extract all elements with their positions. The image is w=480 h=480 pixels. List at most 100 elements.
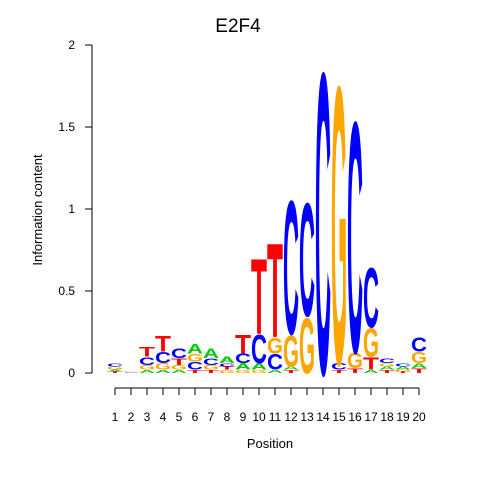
logo-letter-C-pos-11: C [267, 350, 283, 375]
logo-letter-C-pos-7: C [203, 357, 219, 367]
x-tick-label: 16 [348, 410, 362, 424]
x-tick-label: 20 [412, 410, 426, 424]
logo-letter-A-pos-11: A [267, 369, 284, 374]
x-tick-label: 7 [208, 410, 215, 424]
y-axis-label: Information content [30, 154, 45, 266]
logo-letter-T-pos-4: T [155, 332, 171, 357]
logo-letter-A-pos-9: A [235, 362, 251, 372]
logo-letter-T-pos-18: T [379, 369, 396, 374]
logo-letter-G-pos-4: G [155, 362, 171, 372]
logo-letter-C-pos-15: C [331, 362, 347, 372]
logo-letter-G-pos-15: G [331, 3, 347, 448]
x-tick-label: 6 [192, 410, 199, 424]
logo-letter-T-pos-7: T [203, 369, 220, 374]
y-axis: 0 0.5 1 1.5 2 [58, 38, 93, 380]
logo-letter-T-pos-12: T [283, 369, 300, 374]
x-tick-label: 17 [364, 410, 378, 424]
y-tick-label: 0.5 [58, 284, 75, 298]
logo-letter-C-pos-19: C [395, 363, 412, 368]
logo-letter-T-pos-9: T [235, 329, 251, 359]
x-tick-label: 10 [252, 410, 266, 424]
logo-letter-C-pos-12: C [283, 161, 299, 375]
logo-letter-A-pos-7: A [203, 346, 219, 361]
logo-letter-A-pos-17: A [363, 369, 380, 374]
logo-letter-C-pos-4: C [155, 350, 171, 367]
x-tick-label: 11 [269, 410, 282, 424]
logo-letter-T-pos-11: T [267, 215, 283, 366]
x-tick-label: 18 [380, 410, 394, 424]
y-tick-label: 1.5 [58, 120, 75, 134]
y-tick-label: 1 [68, 202, 75, 216]
logo-letter-C-pos-18: C [379, 357, 395, 364]
logo-letter-G-pos-19: G [395, 370, 411, 372]
logo-letter-G-pos-6: G [187, 351, 203, 364]
logo-letter-T-pos-1: T [107, 371, 124, 374]
logo-letter-T-pos-8: T [219, 366, 236, 371]
logo-letter-T-pos-20: T [411, 367, 427, 374]
x-axis: 1 2 3 4 5 6 7 8 9 10 11 12 13 14 15 16 17 18 19 20 [112, 387, 426, 424]
logo-letter-C-pos-17: C [363, 252, 379, 346]
logo-letter-T-pos-5: T [171, 357, 187, 367]
x-tick-label: 15 [332, 410, 346, 424]
x-tick-label: 4 [160, 410, 167, 424]
logo-letter-C-pos-13: C [299, 170, 315, 351]
logo-letter-T-pos-6: T [187, 369, 204, 374]
logo-letter-G-pos-7: G [203, 364, 219, 371]
logo-letter-A-pos-4: A [155, 369, 172, 374]
logo-letter-A-pos-6: A [187, 341, 203, 356]
logo-letter-T-pos-10: T [251, 236, 267, 357]
y-tick-label: 0 [68, 366, 75, 380]
logo-letter-G-pos-13: G [299, 303, 315, 391]
logo-letter-G-pos-5: G [171, 364, 187, 371]
logo-letter-G-pos-12: G [283, 327, 299, 377]
logo-letter-A-pos-19: A [395, 366, 412, 371]
logo-letter-G-pos-8: G [219, 369, 235, 374]
logo-letter-C-pos-6: C [187, 359, 203, 372]
logo-letter-T-pos-19: T [395, 371, 412, 374]
logo-letter-A-pos-10: A [251, 362, 267, 372]
x-tick-label: 5 [176, 410, 183, 424]
logo-letter-A-pos-3: A [139, 369, 156, 374]
x-tick-label: 13 [300, 410, 314, 424]
logo-letter-C-pos-9: C [235, 351, 251, 366]
logo-letter-G-pos-3: G [139, 364, 155, 371]
logo-letter-A-pos-12: A [283, 366, 300, 371]
logo-letter-T-pos-17: T [363, 354, 379, 374]
logo-letter-C-pos-14: C [315, 0, 331, 465]
logo-letter-C-pos-3: C [139, 355, 155, 368]
logo-letter-G-pos-9: G [235, 369, 251, 374]
logo-letter-C-pos-5: C [171, 346, 187, 361]
logo-letter-T-pos-15: T [331, 369, 348, 374]
logo-letter-G-pos-2: G [123, 371, 139, 372]
logo-letter-C-pos-2: C [123, 372, 139, 373]
logo-letter-A-pos-18: A [379, 366, 396, 371]
logo-letter-G-pos-16: G [347, 348, 363, 373]
x-axis-label: Position [247, 436, 293, 451]
logo-letter-G-pos-20: G [411, 349, 427, 367]
logo-letter-C-pos-20: C [411, 335, 427, 357]
x-tick-label: 9 [240, 410, 247, 424]
x-tick-label: 14 [316, 410, 330, 424]
logo-letter-G-pos-10: G [251, 369, 267, 374]
chart-title: E2F4 [215, 16, 261, 37]
logo-letter-C-pos-1: C [107, 363, 124, 368]
logo-letter-C-pos-10: C [251, 326, 267, 372]
logo-letter-A-pos-1: A [107, 370, 123, 372]
logo-letter-C-pos-8: C [219, 363, 236, 368]
x-tick-label: 8 [224, 410, 231, 424]
logo-letter-A-pos-20: A [411, 362, 427, 369]
logo-letter-G-pos-1: G [107, 366, 123, 371]
logo-letter-A-pos-5: A [171, 369, 188, 374]
x-tick-label: 19 [396, 410, 410, 424]
logo-letter-G-pos-17: G [363, 320, 379, 365]
x-tick-label: 3 [144, 410, 151, 424]
logo-letter-G-pos-11: G [267, 334, 283, 359]
y-tick-label: 2 [68, 38, 75, 52]
logo-letter-T-pos-16: T [347, 367, 363, 374]
logo-letter-C-pos-16: C [347, 53, 363, 423]
logo-letter-G-pos-18: G [379, 363, 395, 368]
logo-letter-T-pos-3: T [139, 345, 155, 360]
x-tick-label: 1 [112, 410, 119, 424]
